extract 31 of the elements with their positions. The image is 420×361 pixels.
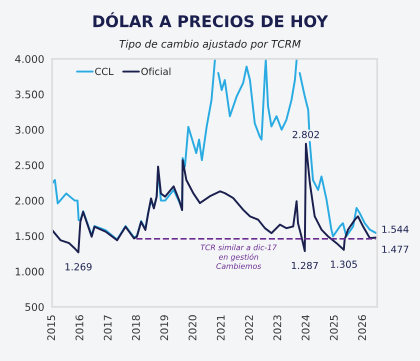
y-tick-label: 2.000 (15, 196, 44, 205)
x-tick-label: 2023 (273, 315, 282, 340)
legend-label: CCL (95, 68, 114, 76)
x-tick-label: 2026 (358, 315, 366, 340)
annotation: 1.305 (330, 260, 357, 268)
x-tick-label: 2015 (47, 315, 56, 340)
x-tick-label: 2021 (216, 315, 225, 340)
x-tick-label: 2017 (104, 315, 112, 340)
annotation: 1.477 (382, 246, 408, 253)
x-tick-label: 2020 (188, 315, 196, 340)
y-tick-label: 500 (25, 303, 44, 311)
y-tick-label: 4.000 (15, 55, 44, 63)
x-tick-label: 2022 (245, 316, 253, 340)
y-tick-label: 1.000 (16, 268, 44, 276)
chart-subtitle: Tipo de cambio ajustado por TCRM (120, 40, 301, 50)
line-series (52, 142, 377, 254)
x-tick-label: 2018 (132, 315, 140, 340)
y-tick-label: 2.500 (15, 161, 44, 170)
x-tick-label: 2024 (302, 315, 310, 340)
x-tick-label: 2016 (75, 315, 84, 340)
y-tick-label: 3.000 (15, 126, 44, 134)
annotation: 1.269 (66, 263, 92, 270)
annotation: 1.287 (292, 262, 318, 270)
x-tick-label: 2019 (160, 315, 168, 340)
chart-title: DÓLAR A PRECIOS DE HOY (93, 12, 328, 28)
annotation: 1.544 (382, 226, 409, 233)
legend-label: Oficial (141, 68, 170, 76)
x-tick-label: 2025 (330, 315, 338, 340)
annotation: 2.802 (292, 130, 319, 138)
y-tick-label: 3.500 (15, 90, 44, 98)
y-tick-label: 1.500 (16, 232, 44, 240)
